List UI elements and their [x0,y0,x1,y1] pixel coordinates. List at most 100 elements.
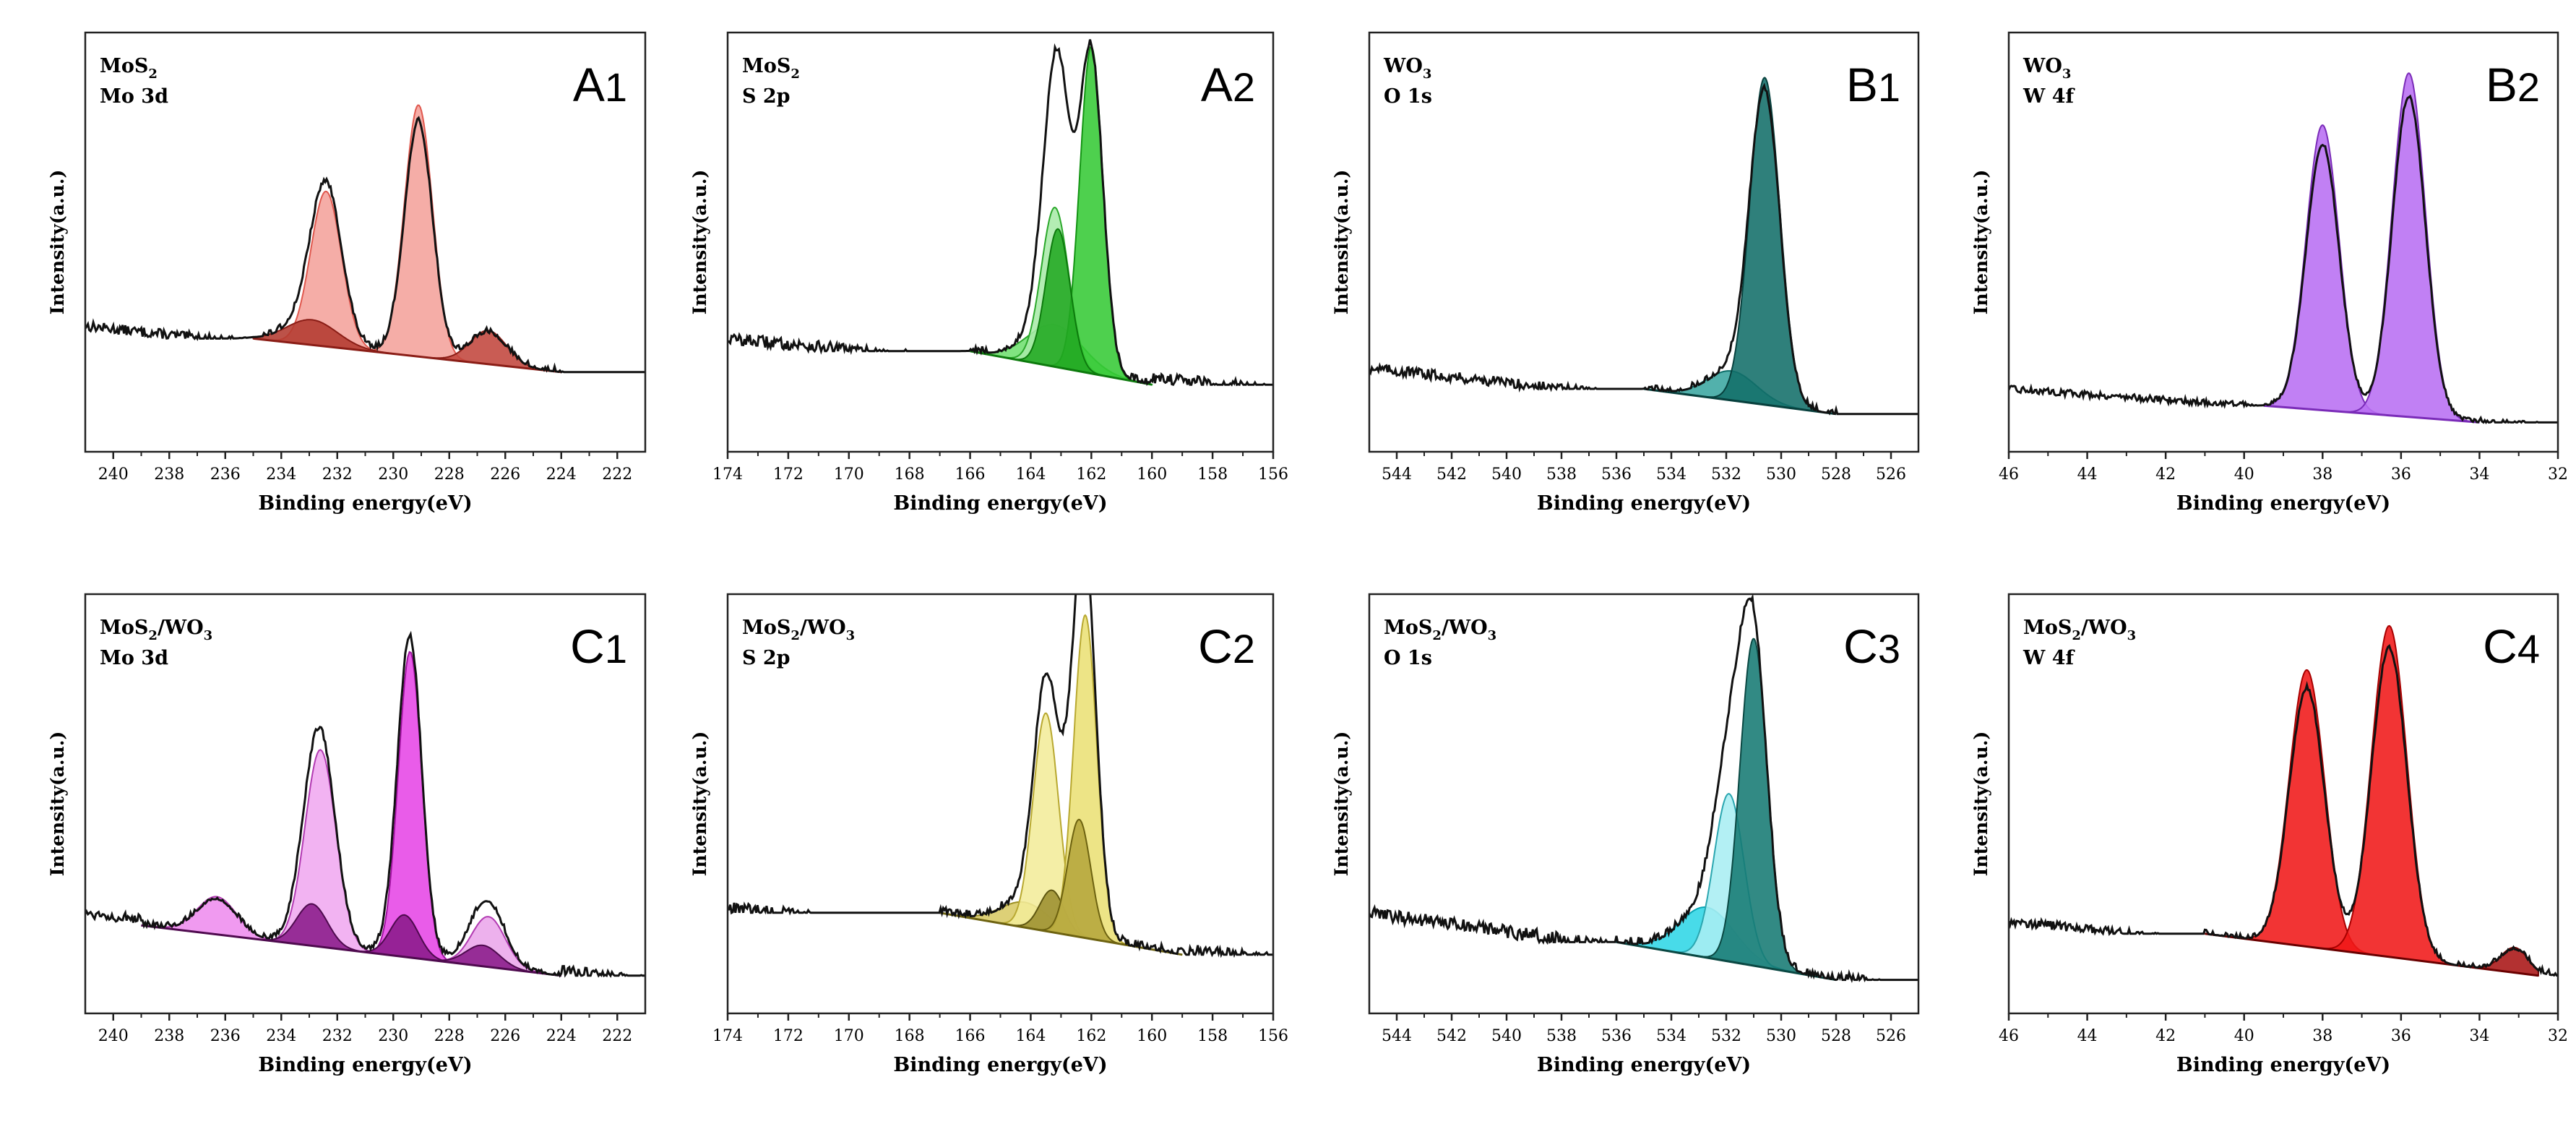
raw-spectrum-line [1369,82,1918,416]
x-tick-label: 36 [2391,465,2411,484]
formula-subscript: 2 [1432,628,1442,643]
panel-id-label: C2 [1198,619,1255,673]
sample-label-orbital: S 2p [742,647,791,669]
x-tick-label: 162 [1076,465,1106,484]
formula-subscript-2: 3 [204,628,213,643]
fit-component [2262,124,2480,424]
x-tick-label: 532 [1711,465,1741,484]
panel-letter: A [1201,58,1233,111]
x-tick-label: 528 [1821,1027,1851,1045]
sample-label-formula: MoS2 [742,55,800,82]
background-line [141,924,561,977]
panel-letter: C [570,619,605,673]
panel-letter: C [2483,619,2517,673]
panel-letter: C [1843,619,1878,673]
panel-letter: B [1846,58,1878,111]
panel-A1: 240 238 236 234 232 230 228 226 224 222 Binding en… [47,31,647,515]
raw-spectrum-line [2009,94,2558,425]
x-axis-label: Binding energy(eV) [1537,1054,1751,1076]
x-axis-label: Binding energy(eV) [258,1054,472,1076]
x-tick-label: 160 [1137,1027,1167,1045]
panel-number: 3 [1878,626,1900,672]
sample-label-formula: MoS2/WO3 [1384,617,1496,643]
sample-label-orbital: W 4f [2023,647,2076,669]
y-axis-label: Intensity(a.u.) [1331,170,1352,315]
y-axis-label: Intensity(a.u.) [1970,731,1991,877]
x-tick-label: 156 [1258,465,1288,484]
sample-label-orbital: S 2p [742,85,791,108]
raw-spectrum-line [728,594,1273,958]
panel-id-label: C1 [570,619,627,673]
x-tick-label: 542 [1436,465,1467,484]
x-tick-label: 32 [2548,1027,2568,1045]
raw-spectrum-line [85,116,645,374]
x-axis-label: Binding energy(eV) [2176,1054,2390,1076]
x-tick-label: 224 [546,1027,577,1045]
x-tick-label: 34 [2469,465,2489,484]
x-tick-label: 532 [1711,1027,1741,1045]
x-tick-label: 530 [1766,465,1796,484]
formula-rest: /WO [1442,617,1488,639]
x-tick-label: 536 [1601,465,1632,484]
raw-spectrum-line [85,630,645,978]
x-tick-label: 224 [546,465,577,484]
x-tick-label: 168 [895,1027,925,1045]
sample-label-formula: WO3 [1383,55,1431,82]
plot-area [728,39,1273,387]
formula-subscript: 3 [1423,66,1432,82]
plot-area [1369,77,1918,416]
x-tick-label: 526 [1876,1027,1906,1045]
raw-spectrum-line [728,39,1273,387]
x-tick-label: 528 [1821,465,1851,484]
plot-frame [2007,593,2559,1015]
background-line [970,350,1153,386]
x-tick-label: 222 [602,465,632,484]
panel-id-label: C4 [2483,619,2540,673]
panel-B1: 544 542 540 538 536 534 532 530 528 526 Binding en… [1331,31,1920,515]
panel-A2: 174 172 170 168 166 164 162 160 158 156 Binding en… [689,31,1288,515]
x-tick-label: 164 [1015,465,1046,484]
x-tick-label: 238 [154,1027,184,1045]
panel-C1: 240 238 236 234 232 230 228 226 224 222 Binding en… [47,593,647,1076]
x-tick-label: 526 [1876,465,1906,484]
x-tick-label: 240 [98,1027,129,1045]
sample-label-formula: MoS2 [100,55,158,82]
y-axis-label: Intensity(a.u.) [1331,731,1352,877]
plot-frame [1368,593,1920,1015]
sample-label-orbital: W 4f [2023,85,2076,108]
x-tick-label: 234 [266,1027,296,1045]
x-axis-label: Binding energy(eV) [893,492,1107,515]
x-tick-label: 170 [834,465,864,484]
panel-number: 1 [1878,64,1900,110]
x-tick-label: 544 [1382,1027,1412,1045]
formula-subscript: 2 [791,66,800,82]
x-tick-label: 230 [378,1027,408,1045]
x-tick-label: 40 [2234,1027,2254,1045]
x-tick-label: 542 [1436,1027,1467,1045]
x-tick-label: 236 [210,465,241,484]
x-axis-label: Binding energy(eV) [258,492,472,515]
panel-number: 2 [1233,64,1255,110]
x-tick-label: 172 [773,465,804,484]
x-tick-label: 236 [210,1027,241,1045]
y-axis-label: Intensity(a.u.) [689,170,710,315]
plot-area [1369,594,1918,984]
panel-id-label: B1 [1846,58,1900,111]
x-tick-label: 228 [434,465,465,484]
plot-area [85,630,645,978]
panel-C3: 544 542 540 538 536 534 532 530 528 526 Binding en… [1331,593,1920,1076]
sample-label-orbital: Mo 3d [100,85,168,108]
panel-id-label: B2 [2486,58,2540,111]
y-axis-label: Intensity(a.u.) [47,170,68,315]
formula-subscript: 2 [148,628,158,643]
formula-subscript-2: 3 [1488,628,1497,643]
panel-id-label: A1 [573,58,627,111]
x-tick-label: 42 [2155,465,2176,484]
background-line [1616,940,1837,982]
x-tick-label: 174 [712,1027,743,1045]
x-tick-label: 38 [2312,465,2332,484]
x-tick-label: 234 [266,465,296,484]
x-tick-label: 166 [955,1027,986,1045]
